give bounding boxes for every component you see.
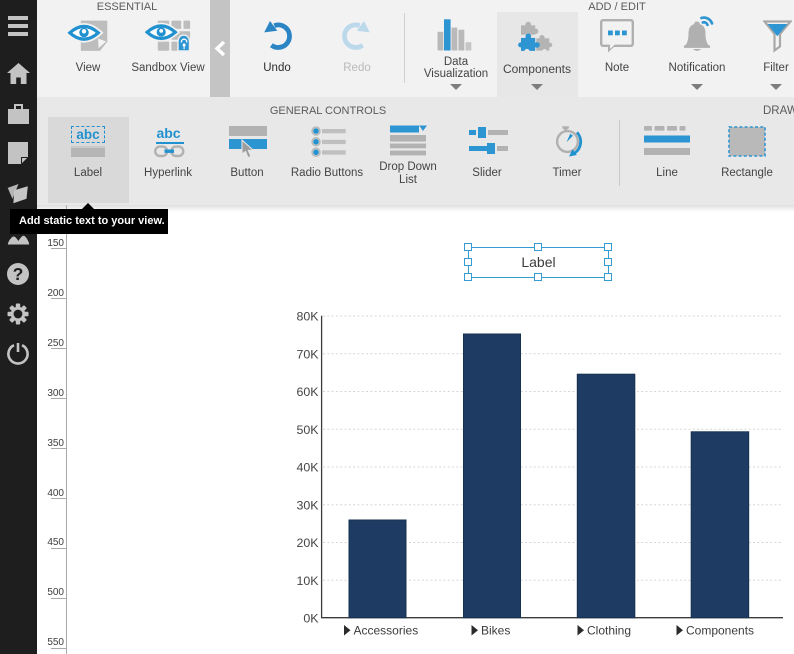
svg-text:80K: 80K <box>296 310 319 324</box>
svg-text:30K: 30K <box>296 498 319 512</box>
svg-text:Components: Components <box>686 624 754 638</box>
svg-text:Accessories: Accessories <box>354 624 419 638</box>
svg-text:70K: 70K <box>296 347 319 361</box>
svg-text:50K: 50K <box>296 423 319 437</box>
svg-text:10K: 10K <box>296 574 319 588</box>
svg-text:60K: 60K <box>296 385 319 399</box>
svg-text:20K: 20K <box>296 536 319 550</box>
svg-text:Bikes: Bikes <box>481 624 510 638</box>
svg-text:Clothing: Clothing <box>587 624 631 638</box>
svg-text:?: ? <box>13 264 24 284</box>
svg-text:40K: 40K <box>296 461 319 475</box>
svg-text:0K: 0K <box>303 612 319 626</box>
